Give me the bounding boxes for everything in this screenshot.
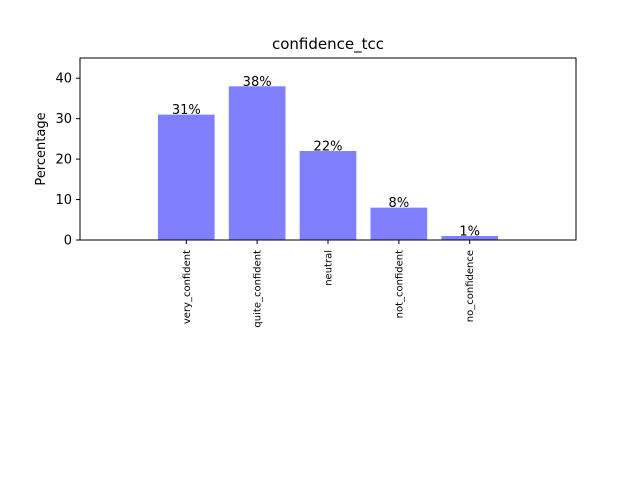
- x-tick-label: not_confident: [394, 250, 405, 318]
- axis-ticks: very_confident quite_confident neutral not_…: [55, 72, 476, 328]
- bars-group: 31% 38% 22% 8% 1%: [157, 75, 499, 240]
- data-label: 31%: [172, 103, 201, 118]
- y-tick-label: 30: [55, 112, 72, 127]
- bar-neutral: [299, 151, 357, 240]
- y-axis-label: Percentage: [34, 112, 49, 185]
- y-tick-label: 0: [64, 234, 72, 249]
- bar-not-confident: [370, 207, 428, 240]
- data-label: 1%: [459, 224, 480, 239]
- data-label: 22%: [314, 140, 343, 155]
- y-tick-label: 10: [55, 193, 72, 208]
- data-label: 8%: [389, 196, 410, 211]
- bar-quite-confident: [228, 86, 286, 240]
- chart-title: confidence_tcc: [272, 35, 384, 54]
- bar-no-confidence: [441, 235, 499, 240]
- y-tick-label: 20: [55, 153, 72, 168]
- x-tick-label: very_confident: [182, 250, 193, 324]
- bar-very-confident: [157, 114, 215, 240]
- y-tick-label: 40: [55, 72, 72, 87]
- plot-frame: [79, 57, 577, 241]
- x-tick-label: neutral: [324, 250, 335, 286]
- data-label: 38%: [243, 75, 272, 90]
- x-tick-label: quite_confident: [253, 250, 264, 328]
- x-tick-label: no_confidence: [465, 250, 476, 322]
